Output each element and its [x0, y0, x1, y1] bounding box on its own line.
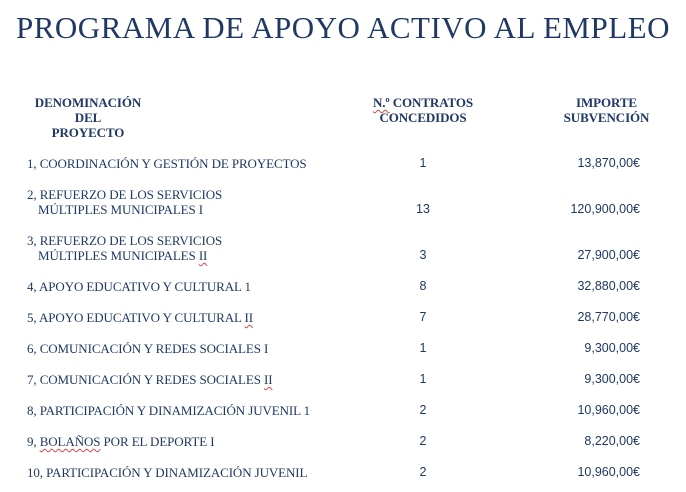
subsidy-amount-cell: 9,300,00€ — [584, 372, 640, 386]
table-row: 1, COORDINACIÓN Y GESTIÓN DE PROYECTOS 1 1… — [27, 156, 640, 171]
contracts-count-cell: 1 — [419, 372, 427, 386]
table-row: 6, COMUNICACIÓN Y REDES SOCIALES I 1 9,300… — [27, 341, 640, 356]
table-row: 2, REFUERZO DE LOS SERVICIOS MÚLTIPLES MU… — [27, 187, 640, 217]
subsidy-amount-cell: 28,770,00€ — [577, 310, 640, 324]
table-row: 10, PARTICIPACIÓN Y DINAMIZACIÓN JUVENIL… — [27, 465, 640, 480]
table-row: 4, APOYO EDUCATIVO Y CULTURAL 1 8 32,880,0… — [27, 279, 640, 294]
spellcheck-squiggle-text: BOLAÑOS — [39, 434, 101, 449]
project-name-line: 3, REFUERZO DE LOS SERVICIOS — [27, 233, 357, 248]
column-header-line: SUBVENCIÓN — [531, 110, 682, 125]
text-segment: 8, PARTICIPACIÓN Y DINAMIZACIÓN JUVENIL … — [27, 403, 311, 418]
contracts-count-cell: 2 — [419, 465, 427, 479]
spellcheck-squiggle-text: II — [244, 310, 254, 325]
column-header-line: N.º CONTRATOS — [357, 95, 489, 110]
text-segment: 9, — [27, 434, 40, 449]
column-header-line: CONCEDIDOS — [357, 110, 489, 125]
text-segment: MÚLTIPLES MUNICIPALES — [38, 248, 199, 263]
project-name-cell: 4, APOYO EDUCATIVO Y CULTURAL 1 — [27, 279, 357, 294]
subsidy-amount-cell: 120,900,00€ — [570, 202, 640, 216]
column-header-importe-subvencion: IMPORTE SUBVENCIÓN — [531, 95, 682, 125]
column-header-line: IMPORTE — [531, 95, 682, 110]
project-name-line: 2, REFUERZO DE LOS SERVICIOS — [27, 187, 357, 202]
contracts-count-cell: 2 — [419, 403, 427, 417]
text-segment: DENOMINACIÓN — [34, 95, 142, 110]
text-segment: 2, REFUERZO DE LOS SERVICIOS — [27, 187, 223, 202]
page-title: PROGRAMA DE APOYO ACTIVO AL EMPLEO — [16, 10, 670, 45]
subsidy-amount-cell: 13,870,00€ — [577, 156, 640, 170]
spellcheck-squiggle-text: N.º — [372, 95, 390, 110]
subsidy-amount-cell: 10,960,00€ — [577, 403, 640, 417]
project-name-line: 5, APOYO EDUCATIVO Y CULTURAL II — [27, 310, 357, 325]
subsidy-amount-cell: 32,880,00€ — [577, 279, 640, 293]
text-segment: 3, REFUERZO DE LOS SERVICIOS — [27, 233, 223, 248]
table-row: 3, REFUERZO DE LOS SERVICIOS MÚLTIPLES MU… — [27, 233, 640, 263]
contracts-count-cell: 1 — [419, 156, 427, 170]
subsidy-amount-cell: 9,300,00€ — [584, 341, 640, 355]
contracts-count-cell: 13 — [416, 202, 430, 216]
project-name-line: 4, APOYO EDUCATIVO Y CULTURAL 1 — [27, 279, 357, 294]
project-name-cell: 5, APOYO EDUCATIVO Y CULTURAL II — [27, 310, 357, 325]
text-segment: 1, COORDINACIÓN Y GESTIÓN DE PROYECTOS — [27, 156, 307, 171]
text-segment: 7, COMUNICACIÓN Y REDES SOCIALES — [27, 372, 264, 387]
contracts-count-cell: 8 — [419, 279, 427, 293]
project-name-cell: 8, PARTICIPACIÓN Y DINAMIZACIÓN JUVENIL … — [27, 403, 357, 418]
project-name-line: 7, COMUNICACIÓN Y REDES SOCIALES II — [27, 372, 357, 387]
text-segment: DEL — [74, 110, 102, 125]
project-name-cell: 7, COMUNICACIÓN Y REDES SOCIALES II — [27, 372, 357, 387]
text-segment: IMPORTE — [576, 95, 637, 110]
text-segment: PROYECTO — [51, 125, 125, 140]
contracts-count-cell: 7 — [419, 310, 427, 324]
contracts-count-cell: 1 — [419, 341, 427, 355]
subsidy-amount-cell: 8,220,00€ — [584, 434, 640, 448]
table-row: 9, BOLAÑOS POR EL DEPORTE I 2 8,220,00€ — [27, 434, 640, 449]
text-segment: 5, APOYO EDUCATIVO Y CULTURAL — [27, 310, 245, 325]
text-segment: MÚLTIPLES MUNICIPALES I — [38, 202, 204, 217]
text-segment: 4, APOYO EDUCATIVO Y CULTURAL 1 — [27, 279, 251, 294]
subsidy-amount-cell: 27,900,00€ — [577, 248, 640, 262]
text-segment: SUBVENCIÓN — [563, 110, 650, 125]
table-row: 5, APOYO EDUCATIVO Y CULTURAL II 7 28,770,… — [27, 310, 640, 325]
project-name-line: 10, PARTICIPACIÓN Y DINAMIZACIÓN JUVENIL — [27, 465, 357, 480]
column-header-line: PROYECTO — [27, 125, 149, 140]
project-name-line: 1, COORDINACIÓN Y GESTIÓN DE PROYECTOS — [27, 156, 357, 171]
table-row: 7, COMUNICACIÓN Y REDES SOCIALES II 1 9,30… — [27, 372, 640, 387]
contracts-count-cell: 2 — [419, 434, 427, 448]
column-header-line: DEL — [27, 110, 149, 125]
project-name-line: 8, PARTICIPACIÓN Y DINAMIZACIÓN JUVENIL … — [27, 403, 357, 418]
column-header-denominacion-del-proyecto: DENOMINACIÓN DEL PROYECTO — [27, 95, 149, 140]
column-header-num-contratos-concedidos: N.º CONTRATOS CONCEDIDOS — [357, 95, 489, 125]
project-name-line: 6, COMUNICACIÓN Y REDES SOCIALES I — [27, 341, 357, 356]
subsidy-table: DENOMINACIÓN DEL PROYECTO N.º CONTRATOS CONC… — [27, 95, 650, 480]
contracts-count-cell: 3 — [419, 248, 427, 262]
column-header-line: DENOMINACIÓN — [27, 95, 149, 110]
text-segment: 6, COMUNICACIÓN Y REDES SOCIALES I — [27, 341, 269, 356]
text-segment: CONCEDIDOS — [379, 110, 467, 125]
project-name-cell: 10, PARTICIPACIÓN Y DINAMIZACIÓN JUVENIL — [27, 465, 357, 480]
table-body: 1, COORDINACIÓN Y GESTIÓN DE PROYECTOS 1 1… — [27, 156, 640, 480]
table-row: 8, PARTICIPACIÓN Y DINAMIZACIÓN JUVENIL … — [27, 403, 640, 418]
text-segment: 10, PARTICIPACIÓN Y DINAMIZACIÓN JUVENIL — [27, 465, 308, 480]
spellcheck-squiggle-text: II — [198, 248, 208, 263]
project-name-cell: 3, REFUERZO DE LOS SERVICIOS MÚLTIPLES MU… — [27, 233, 357, 263]
subsidy-amount-cell: 10,960,00€ — [577, 465, 640, 479]
project-name-cell: 9, BOLAÑOS POR EL DEPORTE I — [27, 434, 357, 449]
project-name-line: 9, BOLAÑOS POR EL DEPORTE I — [27, 434, 357, 449]
text-segment: CONTRATOS — [389, 95, 474, 110]
project-name-cell: 2, REFUERZO DE LOS SERVICIOS MÚLTIPLES MU… — [27, 187, 357, 217]
table-header: DENOMINACIÓN DEL PROYECTO N.º CONTRATOS CONC… — [27, 95, 650, 140]
project-name-cell: 1, COORDINACIÓN Y GESTIÓN DE PROYECTOS — [27, 156, 357, 171]
text-segment: POR EL DEPORTE I — [100, 434, 215, 449]
spellcheck-squiggle-text: II — [263, 372, 273, 387]
project-name-line: MÚLTIPLES MUNICIPALES II — [27, 248, 357, 263]
project-name-line: MÚLTIPLES MUNICIPALES I — [27, 202, 357, 217]
project-name-cell: 6, COMUNICACIÓN Y REDES SOCIALES I — [27, 341, 357, 356]
